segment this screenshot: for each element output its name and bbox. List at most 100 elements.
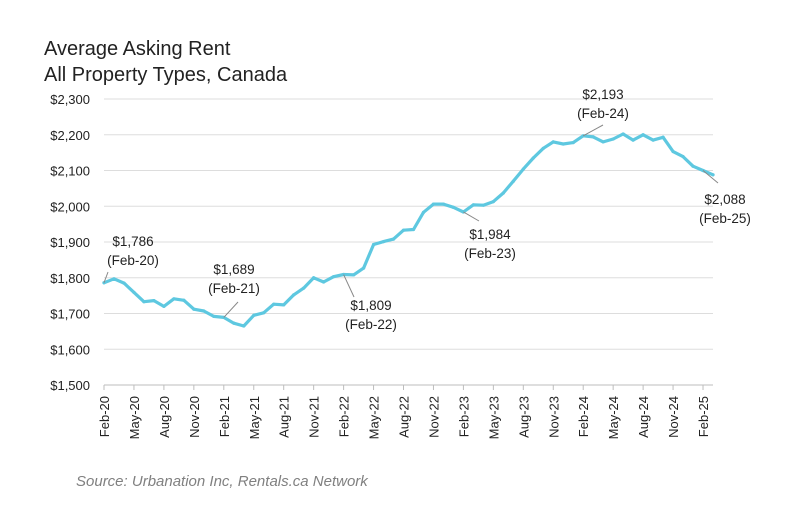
data-point xyxy=(391,237,396,241)
data-point xyxy=(252,313,256,317)
x-tick-label: Aug-24 xyxy=(636,396,651,438)
series-layer xyxy=(102,132,715,328)
annotation-leader xyxy=(702,170,719,184)
data-point xyxy=(611,137,615,141)
chart-subtitle: All Property Types, Canada xyxy=(44,64,288,86)
data-point xyxy=(431,202,436,206)
data-point xyxy=(691,164,695,168)
x-tick-label: May-22 xyxy=(367,396,382,439)
data-point xyxy=(282,303,286,307)
data-point xyxy=(292,293,296,297)
data-point xyxy=(661,135,665,139)
data-point xyxy=(651,138,655,142)
x-tick-label: May-23 xyxy=(486,396,501,439)
data-point xyxy=(162,304,166,308)
annotation-value: $1,809 xyxy=(350,298,391,313)
data-point xyxy=(142,300,146,304)
data-point xyxy=(551,140,555,144)
x-tick-label: Feb-24 xyxy=(576,396,591,437)
data-point xyxy=(671,149,675,154)
annotation-value: $1,786 xyxy=(112,234,153,249)
data-point xyxy=(112,277,116,281)
data-point xyxy=(521,167,525,171)
data-point xyxy=(361,266,366,270)
data-point xyxy=(591,135,595,139)
data-point xyxy=(541,146,545,150)
data-point xyxy=(601,140,605,144)
annotation-leader xyxy=(103,271,109,283)
data-point xyxy=(561,142,565,146)
y-tick-label: $1,800 xyxy=(50,271,90,286)
annotation-date: (Feb-25) xyxy=(699,211,751,226)
data-point xyxy=(232,321,236,325)
data-point xyxy=(401,228,406,232)
data-point xyxy=(262,311,266,315)
x-tick-label: Aug-20 xyxy=(157,396,172,438)
annotation-date: (Feb-23) xyxy=(464,246,516,261)
source-note: Source: Urbanation Inc, Rentals.ca Netwo… xyxy=(76,473,368,490)
data-point xyxy=(681,154,685,159)
data-point xyxy=(192,307,196,311)
annotation-leader xyxy=(223,301,239,318)
data-point xyxy=(312,276,316,280)
data-point xyxy=(242,324,246,328)
chart-title-block: Average Asking Rent All Property Types, … xyxy=(44,36,287,88)
x-tick-label: Feb-21 xyxy=(217,396,232,437)
x-tick-label: Nov-24 xyxy=(666,396,681,438)
data-point xyxy=(202,309,206,313)
data-point xyxy=(631,138,635,142)
x-tick-label: Feb-22 xyxy=(337,396,352,437)
x-tick-label: Nov-21 xyxy=(307,396,322,438)
y-tick-label: $1,700 xyxy=(50,307,90,322)
data-point xyxy=(322,280,326,284)
data-point xyxy=(272,302,276,306)
x-tick-label: Aug-22 xyxy=(397,396,412,438)
annotation-date: (Feb-20) xyxy=(107,253,159,268)
y-tick-label: $1,900 xyxy=(50,235,90,250)
annotation-leader xyxy=(582,124,604,137)
x-tick-label: Aug-21 xyxy=(277,396,292,438)
annotation-date: (Feb-24) xyxy=(577,106,629,121)
y-tick-label: $2,200 xyxy=(50,128,90,143)
data-point xyxy=(132,290,136,295)
x-tick-label: Nov-20 xyxy=(187,396,202,438)
chart-title: Average Asking Rent xyxy=(44,38,231,60)
x-tick-label: Feb-25 xyxy=(696,396,711,437)
annotation-leader xyxy=(343,274,355,298)
y-tick-label: $1,500 xyxy=(50,378,90,393)
data-point xyxy=(152,299,156,303)
data-point xyxy=(571,141,575,145)
y-tick-label: $2,000 xyxy=(50,199,90,214)
x-tick-label: May-20 xyxy=(127,396,142,439)
data-point xyxy=(491,200,495,204)
y-tick-label: $2,300 xyxy=(50,92,90,107)
annotation-date: (Feb-22) xyxy=(345,317,397,332)
data-point xyxy=(471,203,475,207)
data-point xyxy=(411,227,416,232)
data-point xyxy=(302,286,306,290)
data-point xyxy=(351,273,356,277)
x-tick-label: Aug-23 xyxy=(516,396,531,438)
x-axis-ticks: Feb-20 May-20 Aug-20 Nov-20 Feb-21 May-21 Aug-… xyxy=(97,385,711,439)
x-tick-label: May-24 xyxy=(606,396,621,439)
y-tick-label: $1,600 xyxy=(50,342,90,357)
data-point xyxy=(481,203,485,207)
annotation-value: $1,984 xyxy=(469,227,511,242)
data-point xyxy=(641,133,645,137)
data-point xyxy=(172,297,176,301)
data-point xyxy=(711,173,715,177)
data-point xyxy=(501,191,505,195)
y-tick-label: $2,100 xyxy=(50,164,90,179)
data-point xyxy=(182,298,186,302)
series-line xyxy=(102,132,715,328)
annotations-layer: $1,786 (Feb-20) $1,689 (Feb-21) $1,809 (Feb-2… xyxy=(103,87,751,332)
x-tick-label: Feb-20 xyxy=(97,396,112,437)
y-axis-ticks: $1,500 $1,600 $1,700 $1,800 $1,900 $2,000 $2,1… xyxy=(50,92,90,393)
x-tick-label: Nov-22 xyxy=(426,396,441,438)
data-point xyxy=(511,179,515,183)
data-point xyxy=(451,205,456,209)
annotation-value: $2,193 xyxy=(582,87,623,102)
data-point xyxy=(212,314,216,318)
annotation-leader xyxy=(463,211,480,222)
